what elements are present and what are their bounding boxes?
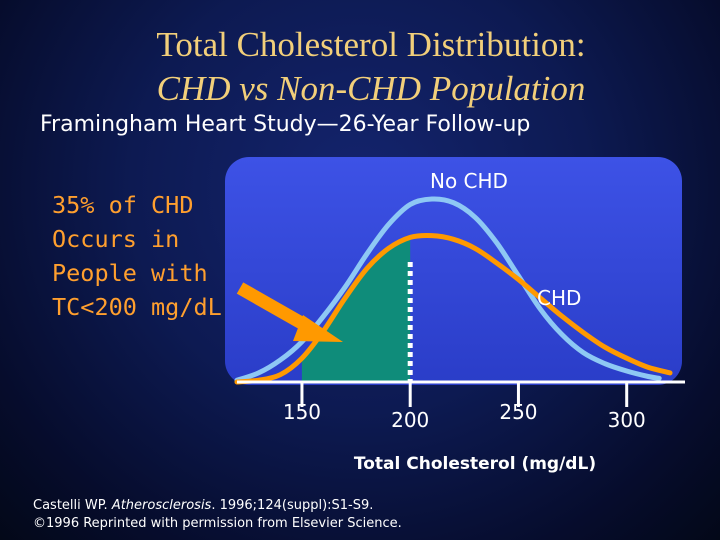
callout-line: TC<200 mg/dL: [52, 293, 222, 321]
callout-line: 35% of CHD: [52, 191, 194, 219]
callout-arrow-shaft: [236, 282, 316, 335]
citation-journal: Atherosclerosis: [111, 498, 212, 513]
series-label-no-chd: No CHD: [430, 169, 508, 193]
citation-line1: Castelli WP. Atherosclerosis. 1996;124(s…: [33, 497, 402, 515]
callout-line: Occurs in: [52, 225, 180, 253]
series-label-chd: CHD: [537, 286, 581, 310]
callout-text: 35% of CHD Occurs in People with TC<200 …: [52, 188, 222, 324]
citation-copyright: ©1996 Reprinted with permission from Els…: [33, 516, 402, 531]
callout-line: People with: [52, 259, 208, 287]
highlight-area-chd-tc-under-200: [301, 237, 411, 382]
citation: Castelli WP. Atherosclerosis. 1996;124(s…: [33, 497, 402, 533]
x-tick-label: 300: [608, 408, 646, 432]
chart-title-line1: Total Cholesterol Distribution:: [156, 25, 586, 64]
citation-author: Castelli WP.: [33, 498, 112, 513]
chart-subtitle: Framingham Heart Study—26-Year Follow-up: [40, 112, 531, 137]
x-tick-label: 200: [391, 408, 429, 432]
callout-arrow-head: [293, 315, 343, 342]
x-tick-label: 150: [283, 400, 321, 424]
citation-details: . 1996;124(suppl):S1-S9.: [211, 498, 374, 513]
chart-title-line2: CHD vs Non-CHD Population: [156, 69, 586, 108]
x-tick-label: 250: [499, 400, 537, 424]
x-axis-label: Total Cholesterol (mg/dL): [354, 454, 596, 474]
series-line-chd: [234, 232, 673, 385]
